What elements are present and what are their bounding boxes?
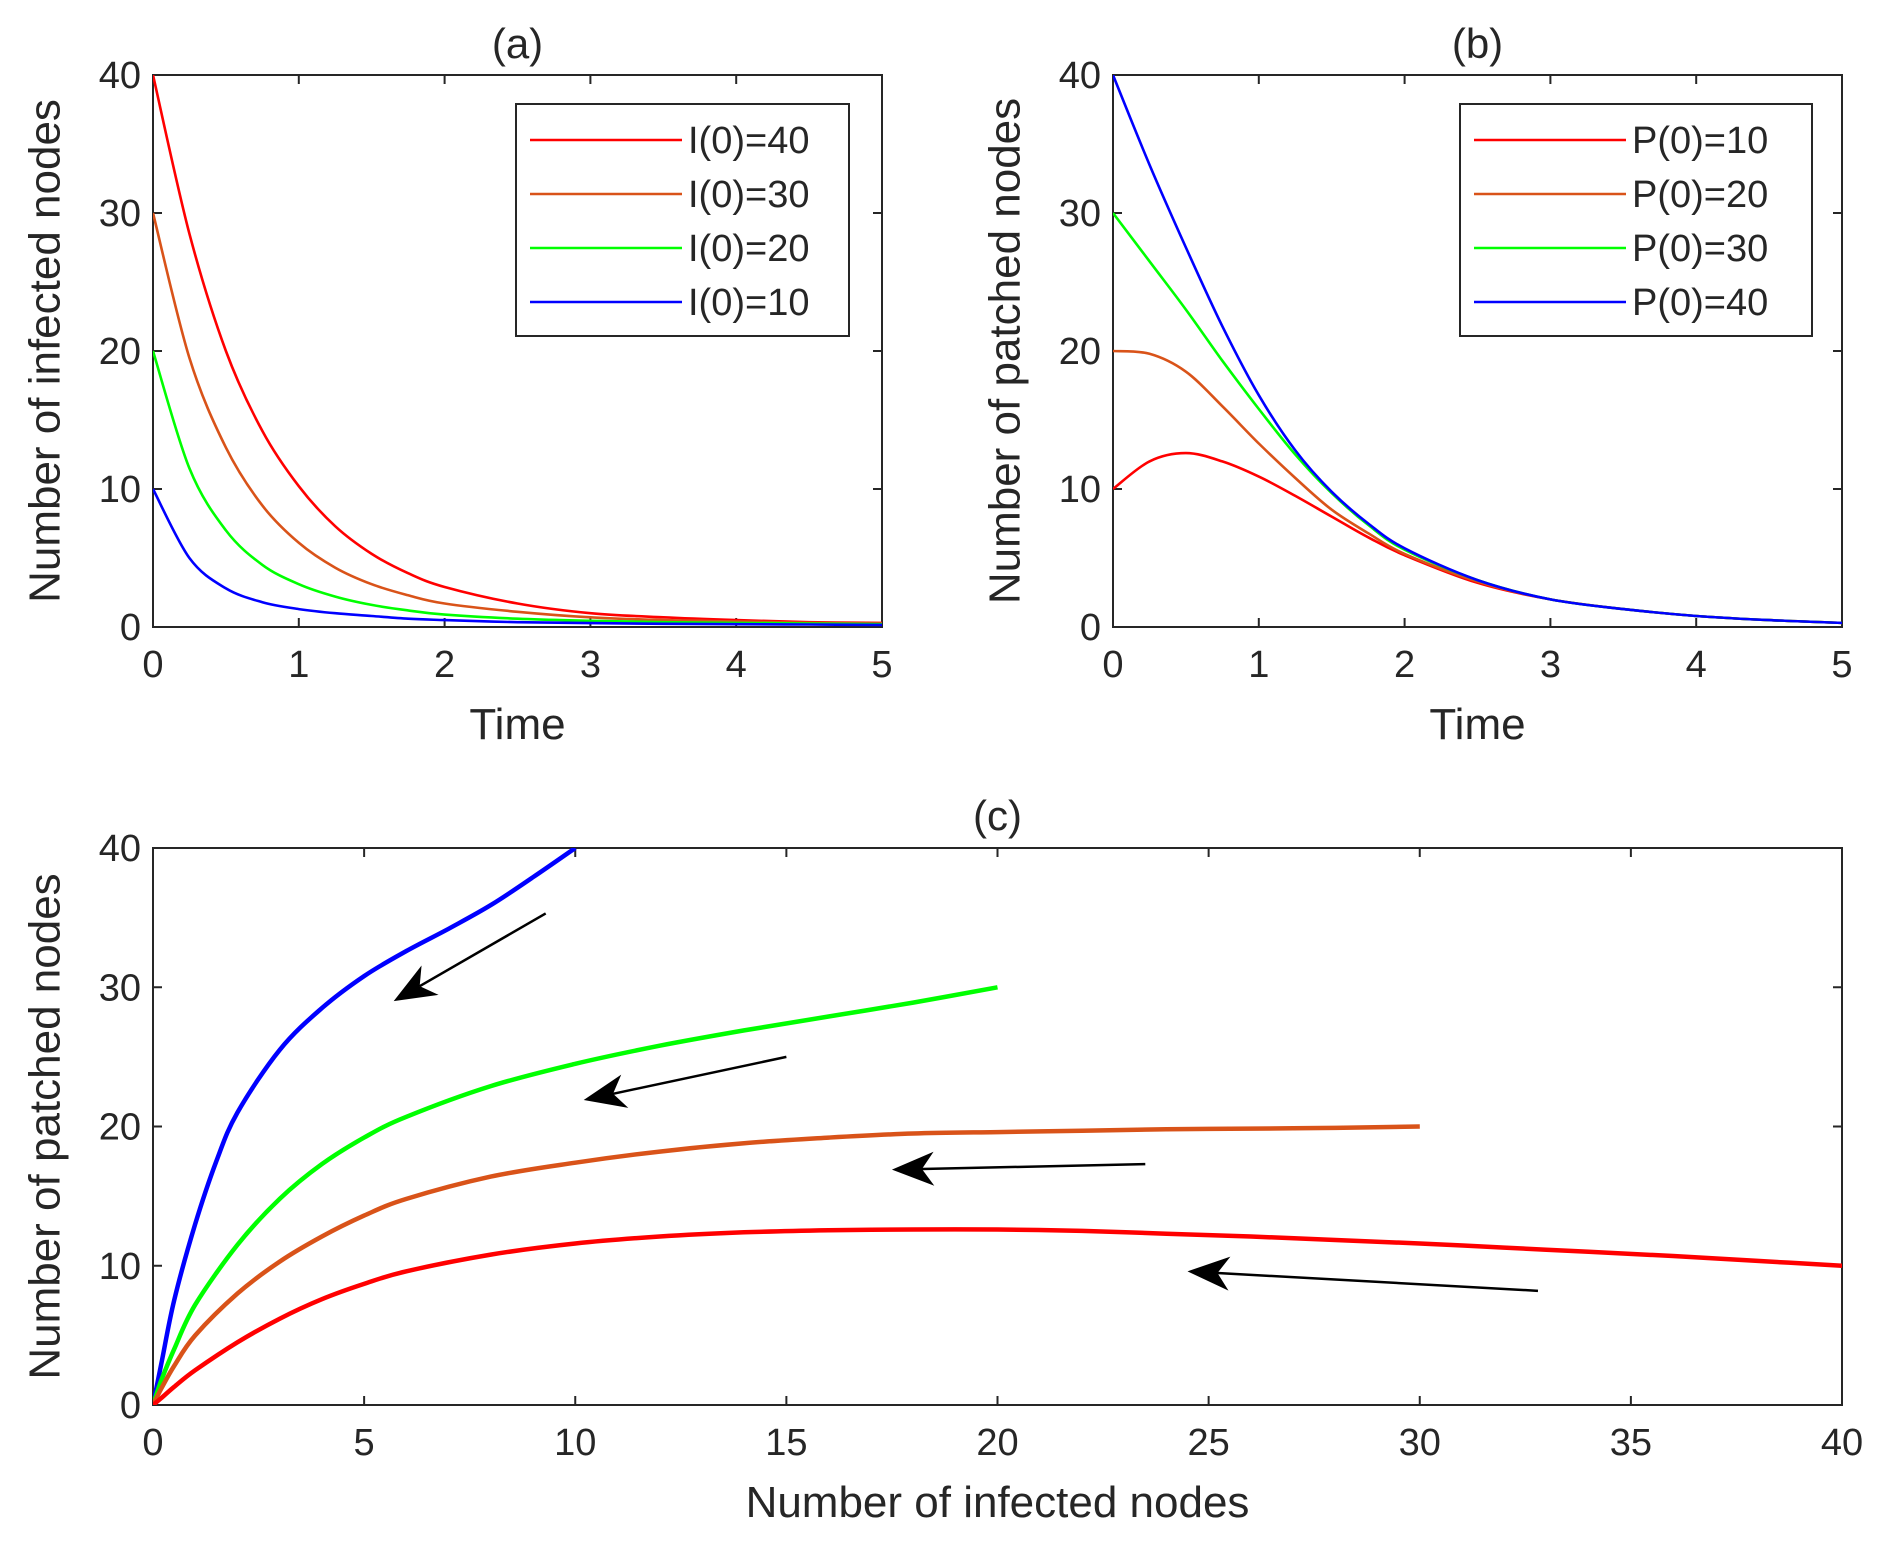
x-tick-label: 35 [1610, 1422, 1652, 1464]
x-tick-label: 5 [871, 644, 892, 686]
series-line-2 [153, 350, 882, 626]
x-tick-label: 30 [1399, 1422, 1441, 1464]
x-tick-label: 20 [976, 1422, 1018, 1464]
chart-panel-c: 0 5 10 15 20 25 30 35 40 0 10 20 30 40 (c) Number of in… [21, 792, 1864, 1527]
arrow-annotation [393, 912, 547, 1002]
y-tick-label: 30 [99, 193, 141, 235]
y-tick-label: 0 [120, 1385, 141, 1427]
x-tick-label: 15 [765, 1422, 807, 1464]
legend-entry: I(0)=30 [688, 174, 809, 216]
y-axis-label: Number of patched nodes [21, 873, 70, 1379]
arrow-shaft [419, 912, 547, 988]
y-axis-label: Number of patched nodes [981, 98, 1030, 604]
y-tick-label: 0 [120, 607, 141, 649]
series-line-2 [153, 1124, 1420, 1405]
chart-title: (c) [973, 792, 1022, 839]
plot-area [153, 848, 1842, 1405]
series-line-1 [153, 985, 998, 1405]
series-line-1 [153, 212, 882, 625]
plot-area [1113, 75, 1842, 625]
y-tick-label: 30 [1059, 193, 1101, 235]
arrow-annotation [891, 1151, 1146, 1186]
series-line-3 [153, 1227, 1842, 1405]
series-line-3 [1113, 75, 1842, 625]
y-tick-label: 10 [1059, 469, 1101, 511]
x-axis-label: Number of infected nodes [746, 1478, 1250, 1527]
chart-panel-a: 0 1 2 3 4 5 0 10 20 30 40 (a) Time Number of infected… [21, 20, 893, 749]
x-tick-label: 40 [1821, 1422, 1863, 1464]
x-tick-label: 0 [142, 644, 163, 686]
series-line-0 [1113, 451, 1842, 625]
legend-entry: I(0)=20 [688, 228, 809, 270]
y-tick-label: 20 [1059, 331, 1101, 373]
plot-area [153, 75, 882, 627]
legend-box [515, 103, 850, 337]
legend-entry: P(0)=10 [1632, 120, 1768, 162]
y-axis-label: Number of infected nodes [21, 99, 70, 603]
x-tick-label: 25 [1187, 1422, 1229, 1464]
x-tick-label: 1 [288, 644, 309, 686]
chart-panel-b: 0 1 2 3 4 5 0 10 20 30 40 (b) Time Number of patched … [981, 20, 1853, 749]
series-line-1 [1113, 349, 1842, 625]
series-line-3 [153, 488, 882, 627]
x-tick-label: 4 [1686, 644, 1707, 686]
legend-entry: I(0)=40 [688, 120, 809, 162]
y-tick-label: 40 [1059, 55, 1101, 97]
axes-box [152, 847, 1843, 1406]
y-tick-label: 10 [99, 1246, 141, 1288]
x-tick-label: 3 [1540, 644, 1561, 686]
series-line-0 [153, 848, 577, 1405]
legend-entry: I(0)=10 [688, 282, 809, 324]
series-line-0 [153, 75, 882, 625]
x-axis-label: Time [1429, 700, 1525, 749]
x-axis-label: Time [469, 700, 565, 749]
y-tick-label: 40 [99, 55, 141, 97]
arrow-shaft [612, 1055, 787, 1096]
arrow-annotation [1187, 1256, 1539, 1293]
y-tick-label: 40 [99, 828, 141, 870]
legend-box [1459, 103, 1813, 337]
arrow-head [583, 1074, 629, 1108]
y-tick-label: 30 [99, 967, 141, 1009]
y-tick-label: 20 [99, 331, 141, 373]
chart-title: (a) [492, 20, 543, 67]
arrow-shaft [921, 1162, 1146, 1171]
x-tick-label: 0 [142, 1422, 163, 1464]
legend-entry: P(0)=20 [1632, 174, 1768, 216]
legend-entry: P(0)=30 [1632, 228, 1768, 270]
x-tick-label: 2 [1394, 644, 1415, 686]
y-tick-label: 0 [1080, 607, 1101, 649]
x-tick-label: 10 [554, 1422, 596, 1464]
arrow-head [891, 1151, 935, 1186]
x-tick-label: 2 [434, 644, 455, 686]
x-tick-label: 5 [354, 1422, 375, 1464]
arrow-annotation [583, 1055, 787, 1108]
legend: I(0)=40 I(0)=30 I(0)=20 I(0)=10 [515, 103, 850, 337]
chart-title: (b) [1452, 20, 1503, 67]
legend: P(0)=10 P(0)=20 P(0)=30 P(0)=40 [1459, 103, 1813, 337]
x-tick-label: 1 [1248, 644, 1269, 686]
x-tick-label: 5 [1831, 644, 1852, 686]
legend-entry: P(0)=40 [1632, 282, 1768, 324]
y-tick-label: 10 [99, 469, 141, 511]
arrow-head [393, 965, 439, 1002]
x-tick-label: 3 [580, 644, 601, 686]
y-tick-label: 20 [99, 1107, 141, 1149]
x-tick-label: 0 [1102, 644, 1123, 686]
arrow-head [1187, 1256, 1231, 1291]
x-tick-label: 4 [726, 644, 747, 686]
arrow-shaft [1217, 1271, 1539, 1293]
